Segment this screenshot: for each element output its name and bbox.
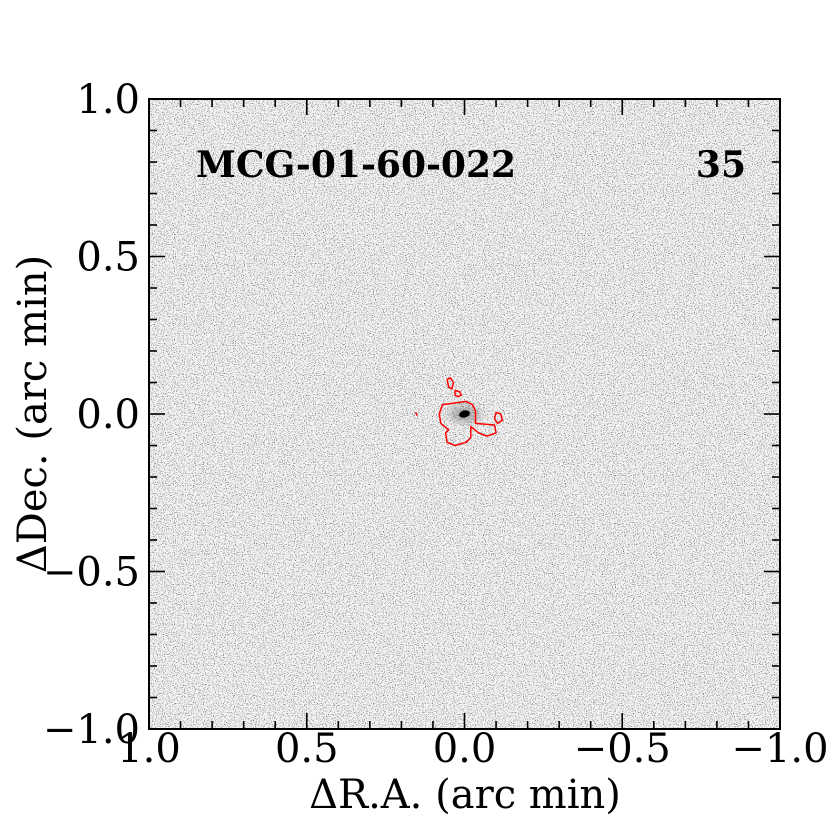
contour-east-blob: [493, 411, 504, 425]
y-tick-label: 0.0: [76, 392, 140, 438]
contour-west-dot: [414, 412, 418, 416]
x-tick-label: −1.0: [731, 726, 828, 772]
y-tick-label: 1.0: [76, 77, 140, 123]
x-axis-title: ΔR.A. (arc min): [309, 772, 621, 818]
y-tick-label: 0.5: [76, 235, 140, 281]
contour-north-blob: [446, 377, 455, 390]
y-tick-label: −1.0: [43, 707, 140, 753]
contour-main: [438, 400, 497, 447]
x-tick-label: 0.5: [275, 726, 339, 772]
x-tick-label: −0.5: [574, 726, 671, 772]
annotation-panel-number: 35: [696, 144, 746, 186]
y-tick-label: −0.5: [43, 550, 140, 596]
x-tick-label: 0.0: [433, 726, 497, 772]
y-axis-title: ΔDec. (arc min): [10, 255, 56, 573]
x-tick-label: 1.0: [117, 726, 181, 772]
central-source: [459, 410, 470, 418]
annotation-object-name: MCG-01-60-022: [196, 144, 516, 186]
contour-ne-small: [454, 389, 463, 398]
